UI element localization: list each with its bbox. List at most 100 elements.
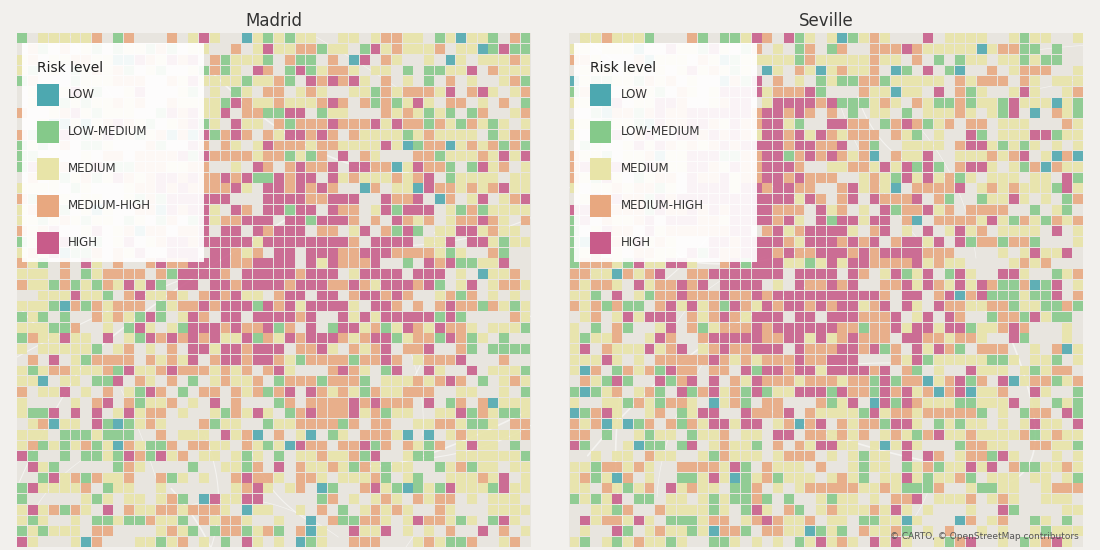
Bar	[998, 430, 1008, 439]
Bar	[296, 290, 306, 300]
Bar	[306, 119, 316, 129]
Bar	[328, 355, 338, 365]
Bar	[891, 398, 901, 408]
Bar	[1009, 151, 1019, 161]
Bar	[1020, 248, 1030, 257]
Bar	[966, 355, 976, 365]
Bar	[708, 398, 718, 408]
Bar	[859, 34, 869, 43]
Bar	[434, 87, 444, 97]
Bar	[666, 151, 675, 161]
Bar	[371, 248, 381, 257]
Bar	[382, 409, 392, 418]
Bar	[403, 216, 412, 225]
Bar	[520, 173, 530, 183]
Bar	[81, 301, 91, 311]
Bar	[977, 419, 987, 429]
Bar	[414, 280, 424, 290]
Bar	[306, 141, 316, 150]
Bar	[923, 355, 933, 365]
Bar	[371, 280, 381, 290]
Bar	[708, 108, 718, 118]
Bar	[382, 173, 392, 183]
Bar	[167, 237, 177, 247]
Bar	[645, 290, 654, 300]
Bar	[371, 44, 381, 54]
Bar	[360, 173, 370, 183]
Bar	[730, 398, 740, 408]
Bar	[837, 387, 847, 397]
Bar	[688, 366, 697, 376]
Bar	[805, 280, 815, 290]
Bar	[28, 323, 37, 333]
Bar	[349, 344, 359, 354]
Bar	[1009, 323, 1019, 333]
Bar	[762, 333, 772, 343]
Bar	[891, 248, 901, 257]
Bar	[339, 366, 349, 376]
Bar	[425, 387, 435, 397]
Bar	[59, 237, 69, 247]
Bar	[382, 130, 392, 140]
Bar	[92, 526, 102, 536]
Bar	[510, 505, 519, 515]
Bar	[816, 258, 826, 268]
Bar	[59, 344, 69, 354]
Bar	[708, 290, 718, 300]
Bar	[167, 333, 177, 343]
Bar	[794, 462, 804, 472]
Bar	[1009, 355, 1019, 365]
Bar	[730, 376, 740, 386]
Bar	[425, 173, 435, 183]
Bar	[70, 376, 80, 386]
Bar	[456, 483, 466, 493]
Bar	[16, 34, 26, 43]
Bar	[425, 366, 435, 376]
Bar	[446, 323, 455, 333]
Bar	[510, 323, 519, 333]
Bar	[902, 537, 912, 547]
Bar	[859, 183, 869, 193]
Bar	[306, 269, 316, 279]
Bar	[28, 269, 37, 279]
Bar	[1031, 76, 1041, 86]
Bar	[425, 430, 435, 439]
Bar	[59, 130, 69, 140]
Bar	[360, 151, 370, 161]
Bar	[934, 344, 944, 354]
Bar	[794, 419, 804, 429]
Bar	[403, 87, 412, 97]
Bar	[306, 472, 316, 482]
Bar	[591, 248, 601, 257]
Bar	[328, 483, 338, 493]
Bar	[520, 44, 530, 54]
Bar	[339, 409, 349, 418]
Bar	[581, 34, 590, 43]
Bar	[912, 55, 922, 65]
Bar	[666, 344, 675, 354]
Bar	[634, 65, 643, 75]
Bar	[156, 44, 166, 54]
Bar	[784, 98, 794, 108]
Bar	[499, 301, 509, 311]
Bar	[135, 130, 145, 140]
Bar	[135, 173, 145, 183]
Bar	[360, 505, 370, 515]
Bar	[70, 108, 80, 118]
Bar	[570, 301, 580, 311]
Bar	[912, 141, 922, 150]
Bar	[859, 151, 869, 161]
Bar	[178, 194, 188, 204]
Bar	[581, 151, 590, 161]
Bar	[382, 34, 392, 43]
Bar	[156, 226, 166, 236]
Bar	[719, 366, 729, 376]
Bar	[50, 108, 59, 118]
Bar	[210, 87, 220, 97]
Bar	[414, 205, 424, 214]
Bar	[988, 98, 998, 108]
Bar	[403, 98, 412, 108]
Bar	[870, 376, 879, 386]
Bar	[317, 151, 327, 161]
Bar	[816, 419, 826, 429]
